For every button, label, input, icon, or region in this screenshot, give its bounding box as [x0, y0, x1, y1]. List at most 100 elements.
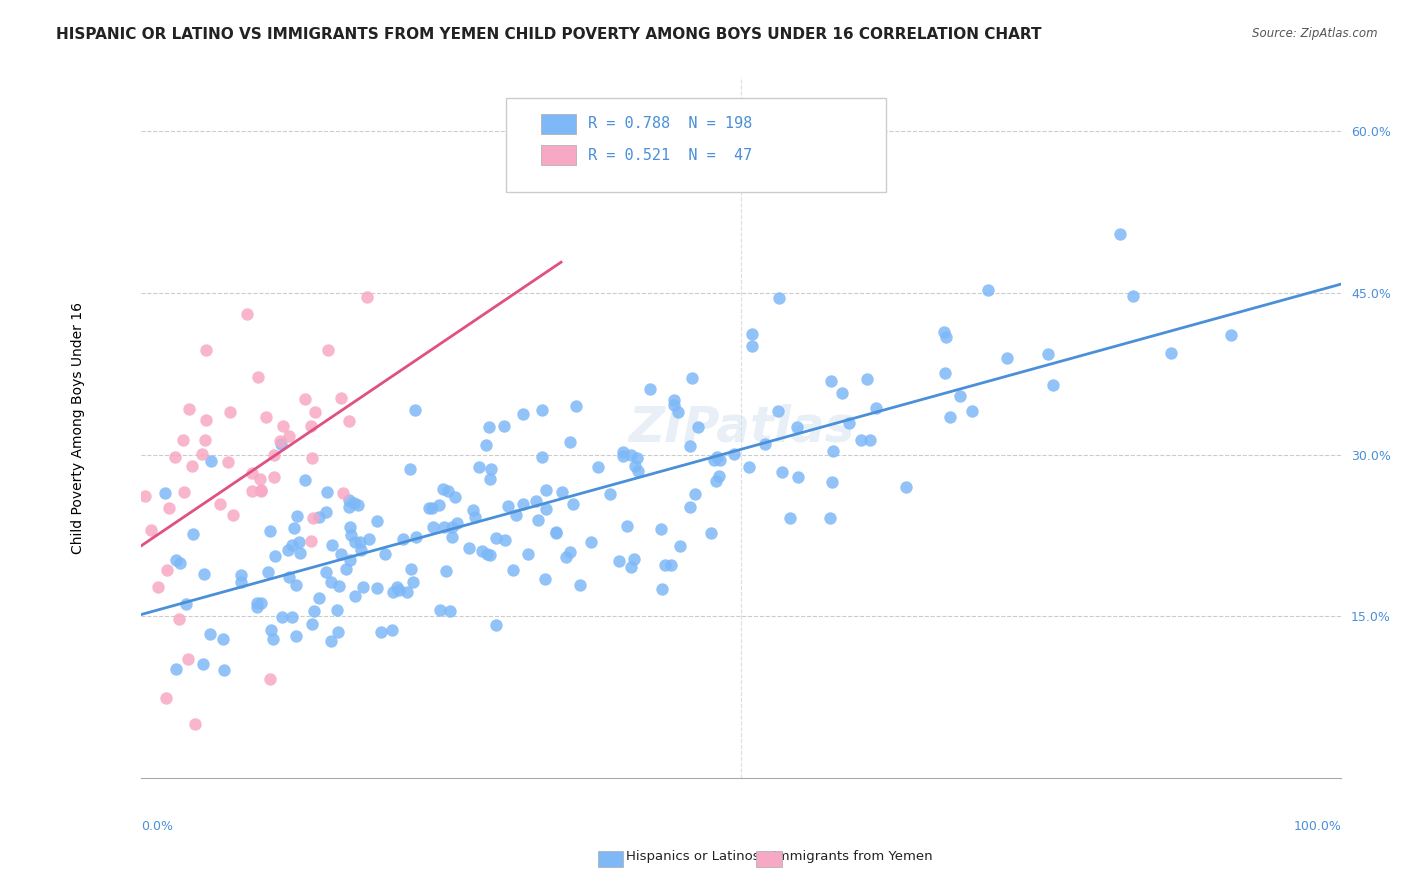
Point [277, 429, 299, 443]
Point [512, 497, 534, 511]
Point [612, 449, 634, 463]
Text: ZIPatlas: ZIPatlas [628, 404, 855, 452]
Point [531, 403, 554, 417]
Point [494, 533, 516, 547]
Point [741, 339, 763, 353]
Point [475, 547, 498, 561]
Point [434, 565, 457, 579]
Point [343, 590, 366, 604]
Point [343, 496, 366, 510]
Point [173, 484, 195, 499]
Text: R = 0.521  N =  47: R = 0.521 N = 47 [588, 148, 752, 162]
Point [229, 567, 252, 582]
Point [155, 486, 177, 500]
Point [505, 508, 527, 522]
Point [316, 343, 339, 357]
Point [370, 624, 392, 639]
Point [579, 534, 602, 549]
Y-axis label: Child Poverty Among Boys Under 16: Child Poverty Among Boys Under 16 [72, 301, 86, 554]
Point [181, 458, 204, 473]
Point [374, 547, 396, 561]
Point [366, 514, 388, 528]
Point [240, 483, 263, 498]
Point [194, 433, 217, 447]
Text: 0.0%: 0.0% [141, 821, 173, 833]
Point [544, 524, 567, 539]
Point [700, 525, 723, 540]
Point [738, 460, 761, 475]
Point [949, 389, 972, 403]
Point [856, 372, 879, 386]
Point [627, 464, 650, 478]
Point [344, 535, 367, 549]
Point [568, 578, 591, 592]
Point [194, 343, 217, 358]
Point [471, 544, 494, 558]
Point [157, 501, 180, 516]
Point [165, 662, 187, 676]
Point [174, 597, 197, 611]
Text: Hispanics or Latinos: Hispanics or Latinos [626, 850, 759, 863]
Point [254, 410, 277, 425]
Point [551, 485, 574, 500]
Point [165, 450, 187, 464]
Point [281, 538, 304, 552]
Point [385, 581, 408, 595]
Point [475, 437, 498, 451]
Point [678, 500, 700, 514]
Point [433, 520, 456, 534]
Point [439, 604, 461, 618]
Text: HISPANIC OR LATINO VS IMMIGRANTS FROM YEMEN CHILD POVERTY AMONG BOYS UNDER 16 CO: HISPANIC OR LATINO VS IMMIGRANTS FROM YE… [56, 27, 1042, 42]
Text: 100.0%: 100.0% [1294, 821, 1341, 833]
Point [485, 531, 508, 545]
Point [316, 485, 339, 500]
Point [388, 583, 411, 598]
Point [262, 632, 284, 646]
Point [479, 462, 502, 476]
Point [169, 556, 191, 570]
Point [754, 437, 776, 451]
Point [1122, 289, 1144, 303]
Point [626, 450, 648, 465]
Point [741, 327, 763, 342]
Point [702, 452, 724, 467]
Point [308, 591, 330, 606]
Point [534, 483, 557, 498]
Point [212, 632, 235, 647]
Point [200, 454, 222, 468]
Point [337, 500, 360, 514]
Point [280, 610, 302, 624]
Point [299, 419, 322, 434]
Point [821, 444, 844, 458]
Point [534, 502, 557, 516]
Point [337, 493, 360, 508]
Point [193, 657, 215, 671]
Point [240, 467, 263, 481]
Point [301, 451, 323, 466]
Point [723, 447, 745, 461]
Point [246, 596, 269, 610]
Point [1036, 346, 1059, 360]
Point [246, 600, 269, 615]
Point [586, 459, 609, 474]
Point [302, 511, 325, 525]
Point [399, 562, 422, 576]
Point [444, 490, 467, 504]
Point [219, 405, 242, 419]
Point [277, 543, 299, 558]
Point [709, 452, 731, 467]
Point [441, 530, 464, 544]
Point [404, 403, 426, 417]
Point [269, 434, 291, 448]
Point [146, 580, 169, 594]
Point [340, 527, 363, 541]
Point [212, 664, 235, 678]
Point [337, 414, 360, 428]
Point [284, 630, 307, 644]
Point [707, 469, 730, 483]
Point [478, 420, 501, 434]
Point [679, 439, 702, 453]
Point [565, 399, 588, 413]
Point [838, 416, 860, 430]
Point [683, 487, 706, 501]
